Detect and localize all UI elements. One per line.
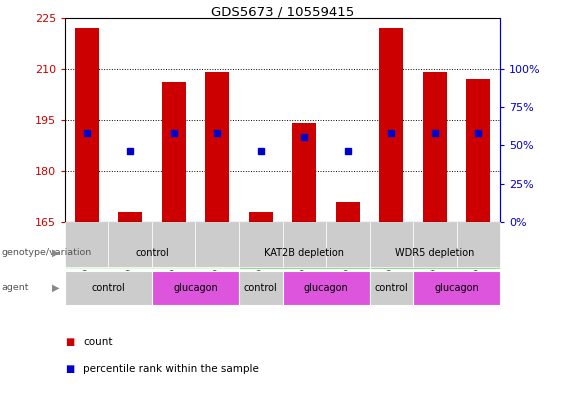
Text: ▶: ▶ — [52, 283, 59, 293]
Text: glucagon: glucagon — [303, 283, 349, 293]
Bar — [75, 28, 99, 222]
Text: agent: agent — [1, 283, 29, 292]
Text: GDS5673 / 10559415: GDS5673 / 10559415 — [211, 6, 354, 19]
Bar — [205, 72, 229, 222]
Text: ■: ■ — [65, 337, 74, 347]
Text: ■: ■ — [65, 364, 74, 375]
Bar — [336, 202, 360, 222]
Text: control: control — [135, 248, 169, 257]
Bar — [292, 123, 316, 222]
Text: count: count — [83, 337, 112, 347]
Bar — [118, 212, 142, 222]
Bar — [249, 212, 273, 222]
Bar — [423, 72, 447, 222]
Text: percentile rank within the sample: percentile rank within the sample — [83, 364, 259, 375]
Text: control: control — [244, 283, 277, 293]
Text: glucagon: glucagon — [173, 283, 218, 293]
Bar — [162, 83, 186, 222]
Bar — [379, 28, 403, 222]
Text: glucagon: glucagon — [434, 283, 479, 293]
Text: control: control — [375, 283, 408, 293]
Text: genotype/variation: genotype/variation — [1, 248, 92, 257]
Bar — [466, 79, 490, 222]
Text: control: control — [92, 283, 125, 293]
Text: WDR5 depletion: WDR5 depletion — [395, 248, 475, 257]
Text: ▶: ▶ — [52, 248, 59, 257]
Text: KAT2B depletion: KAT2B depletion — [264, 248, 344, 257]
